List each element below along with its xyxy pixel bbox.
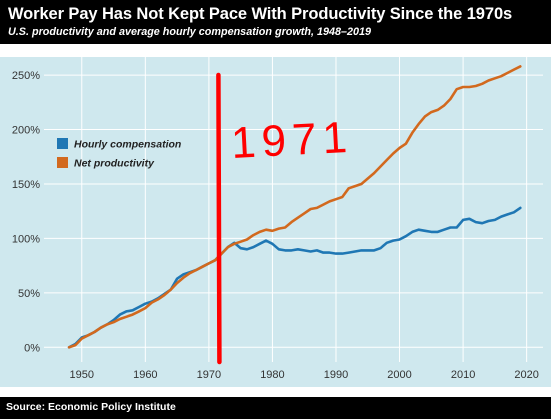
y-tick-label: 0%	[24, 342, 40, 354]
x-tick-label: 2000	[387, 369, 411, 381]
source-credit: Source: Economic Policy Institute	[6, 401, 176, 413]
legend-swatch	[57, 157, 68, 168]
axis-tick-labels: 0% 50% 100% 150% 200% 250% 1950 1960 1970 1980 199…	[12, 70, 539, 381]
y-tick-label: 150%	[12, 179, 40, 191]
series-lines	[67, 65, 522, 349]
series-line-net-productivity	[67, 65, 522, 349]
series-line-hourly-compensation	[67, 206, 522, 349]
annotation-1971: 1971	[216, 72, 354, 365]
footer-bar: Source: Economic Policy Institute	[0, 397, 551, 419]
x-tick-label: 1990	[324, 369, 348, 381]
legend: Hourly compensation Net productivity	[57, 138, 181, 170]
legend-label: Hourly compensation	[74, 139, 181, 151]
y-tick-label: 100%	[12, 233, 40, 245]
header-bar: Worker Pay Has Not Kept Pace With Produc…	[0, 0, 551, 44]
x-tick-label: 1950	[70, 369, 94, 381]
chart-title: Worker Pay Has Not Kept Pace With Produc…	[8, 5, 513, 23]
x-tick-label: 1960	[133, 369, 157, 381]
chart-subtitle: U.S. productivity and average hourly com…	[8, 26, 372, 38]
grid-lines	[44, 57, 543, 362]
legend-swatch	[57, 138, 68, 149]
x-tick-label: 2020	[514, 369, 538, 381]
annotation-label: 1971	[230, 113, 354, 168]
x-tick-label: 1980	[260, 369, 284, 381]
line-chart: 0% 50% 100% 150% 200% 250% 1950 1960 1970 1980 199…	[0, 57, 551, 387]
y-tick-label: 200%	[12, 125, 40, 137]
annotation-marker-line	[216, 72, 222, 365]
x-tick-label: 1970	[197, 369, 221, 381]
y-tick-label: 250%	[12, 70, 40, 82]
legend-label: Net productivity	[74, 158, 155, 170]
x-tick-label: 2010	[451, 369, 475, 381]
y-tick-label: 50%	[18, 288, 40, 300]
